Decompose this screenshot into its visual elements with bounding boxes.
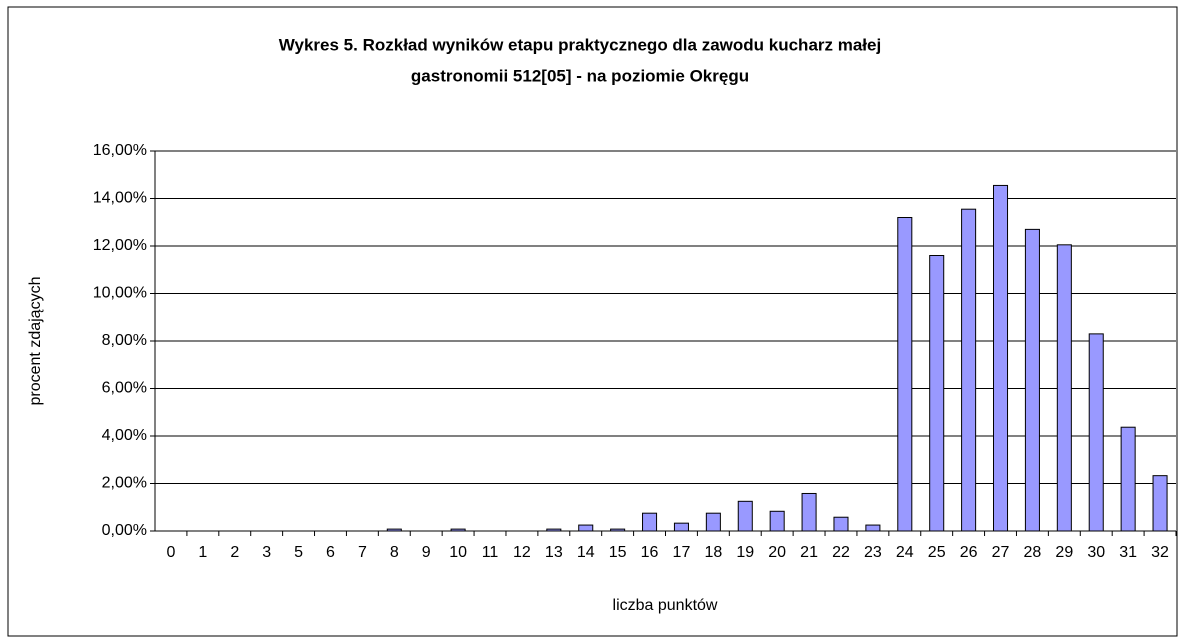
bar: [673, 522, 689, 532]
x-tick-label: 7: [358, 544, 367, 561]
x-tick-label: 31: [1119, 544, 1137, 561]
x-tick-label: 9: [422, 544, 431, 561]
bar: [897, 217, 913, 532]
x-tick-label: 2: [230, 544, 239, 561]
x-tick-label: 6: [326, 544, 335, 561]
bar: [610, 528, 626, 532]
bar: [705, 512, 721, 532]
y-tick-label: 6,00%: [102, 380, 147, 397]
y-tick-label: 16,00%: [93, 142, 147, 159]
bar: [961, 208, 977, 532]
x-tick-label: 27: [992, 544, 1010, 561]
y-tick-label: 14,00%: [93, 190, 147, 207]
x-tick-label: 20: [768, 544, 786, 561]
bar: [1088, 333, 1104, 532]
bar: [929, 255, 945, 532]
x-tick-label: 0: [167, 544, 176, 561]
bar: [833, 516, 849, 532]
bar: [546, 528, 562, 532]
x-tick-label: 26: [960, 544, 978, 561]
bar: [992, 184, 1009, 532]
y-tick-label: 12,00%: [93, 237, 147, 254]
y-tick-label: 8,00%: [102, 332, 147, 349]
bar: [450, 528, 466, 532]
x-tick-label: 21: [800, 544, 818, 561]
y-axis-label: procent zdających: [27, 277, 44, 406]
chart-title: Wykres 5. Rozkład wyników etapu praktycz…: [279, 35, 881, 54]
x-tick-label: 12: [513, 544, 531, 561]
x-axis-label: liczba punktów: [613, 597, 718, 614]
bar: [578, 524, 594, 532]
bar: [1120, 426, 1136, 532]
x-tick-label: 30: [1087, 544, 1105, 561]
bar: [1024, 228, 1040, 532]
bar: [865, 524, 881, 532]
y-tick-label: 10,00%: [93, 285, 147, 302]
bar: [801, 492, 817, 532]
x-tick-label: 22: [832, 544, 850, 561]
x-tick-label: 32: [1151, 544, 1169, 561]
chart-title: gastronomii 512[05] - na poziomie Okręgu: [411, 66, 749, 85]
x-tick-label: 13: [545, 544, 563, 561]
x-tick-label: 24: [896, 544, 914, 561]
x-tick-label: 10: [449, 544, 467, 561]
bar: [1152, 475, 1168, 532]
bar: [642, 512, 658, 532]
x-tick-label: 3: [262, 544, 271, 561]
y-tick-label: 4,00%: [102, 427, 147, 444]
y-tick-label: 0,00%: [102, 522, 147, 539]
x-tick-label: 5: [294, 544, 303, 561]
x-tick-label: 8: [390, 544, 399, 561]
x-tick-label: 25: [928, 544, 946, 561]
x-tick-label: 11: [482, 544, 499, 561]
x-tick-label: 17: [673, 544, 691, 561]
x-tick-label: 29: [1055, 544, 1073, 561]
x-tick-label: 16: [641, 544, 659, 561]
bar: [386, 528, 402, 532]
x-tick-label: 28: [1024, 544, 1042, 561]
bar: [1056, 244, 1072, 532]
x-tick-label: 1: [198, 544, 207, 561]
x-tick-label: 19: [736, 544, 754, 561]
x-tick-label: 18: [704, 544, 722, 561]
y-tick-label: 2,00%: [102, 475, 147, 492]
x-tick-label: 14: [577, 544, 595, 561]
bar: [769, 510, 785, 532]
bar: [737, 500, 753, 532]
x-tick-label: 23: [864, 544, 882, 561]
x-tick-label: 15: [609, 544, 627, 561]
